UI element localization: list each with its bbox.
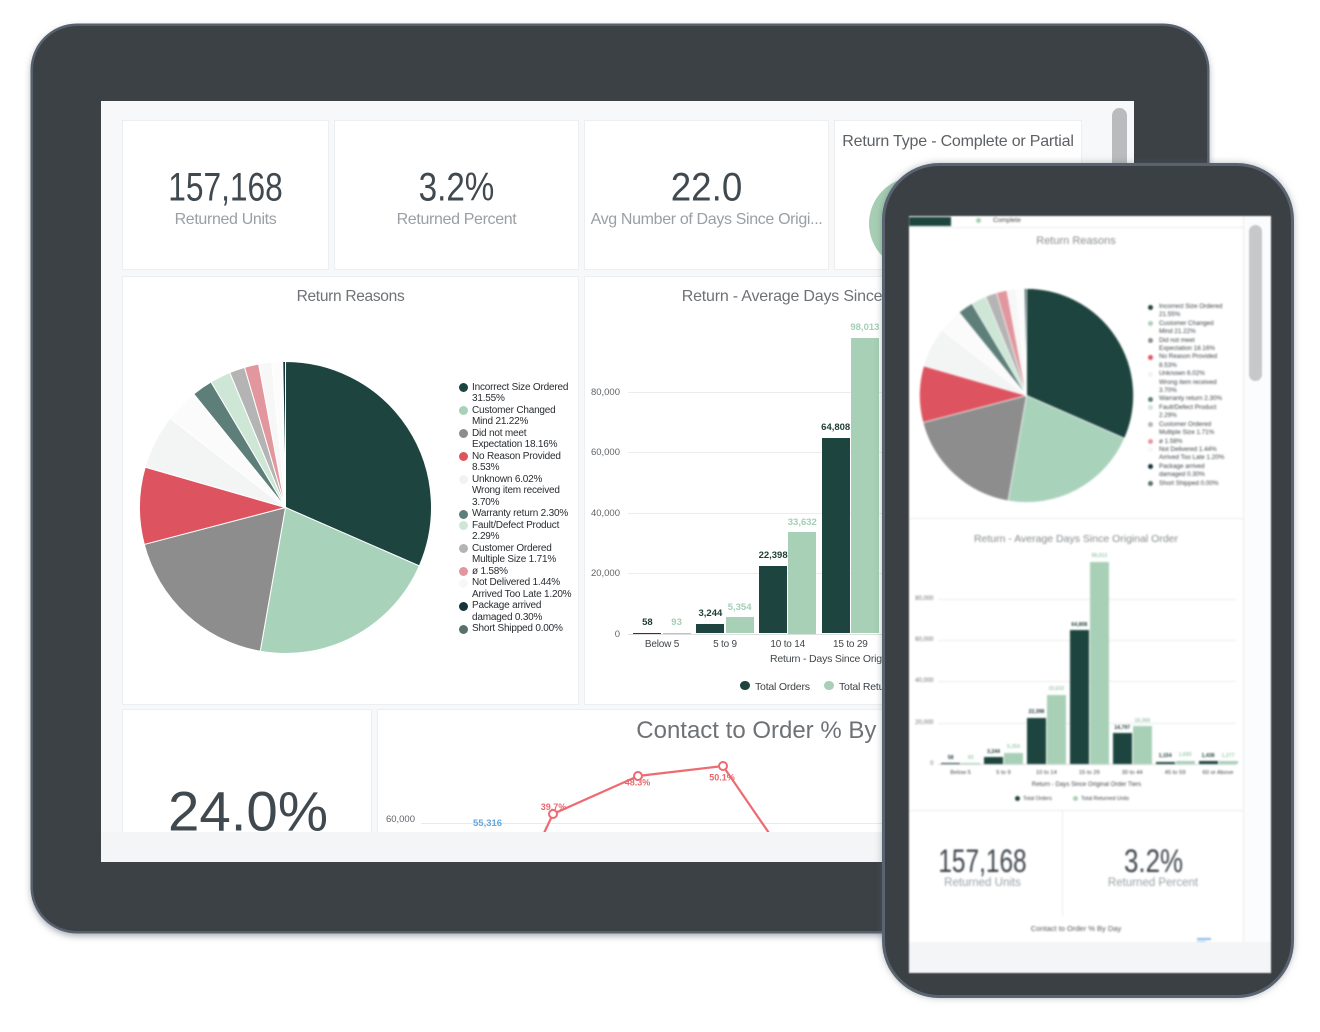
svg-text:39.7%: 39.7%: [541, 802, 567, 812]
svg-text:3.2%: 3.2%: [1124, 843, 1183, 878]
svg-text:22.0: 22.0: [671, 165, 743, 209]
svg-text:24.0%: 24.0%: [168, 780, 328, 834]
svg-text:157,168: 157,168: [168, 165, 283, 209]
svg-text:157,168: 157,168: [938, 843, 1026, 878]
svg-text:3.2%: 3.2%: [419, 165, 495, 209]
svg-text:50.1%: 50.1%: [709, 773, 735, 783]
svg-text:48.3%: 48.3%: [625, 778, 651, 788]
